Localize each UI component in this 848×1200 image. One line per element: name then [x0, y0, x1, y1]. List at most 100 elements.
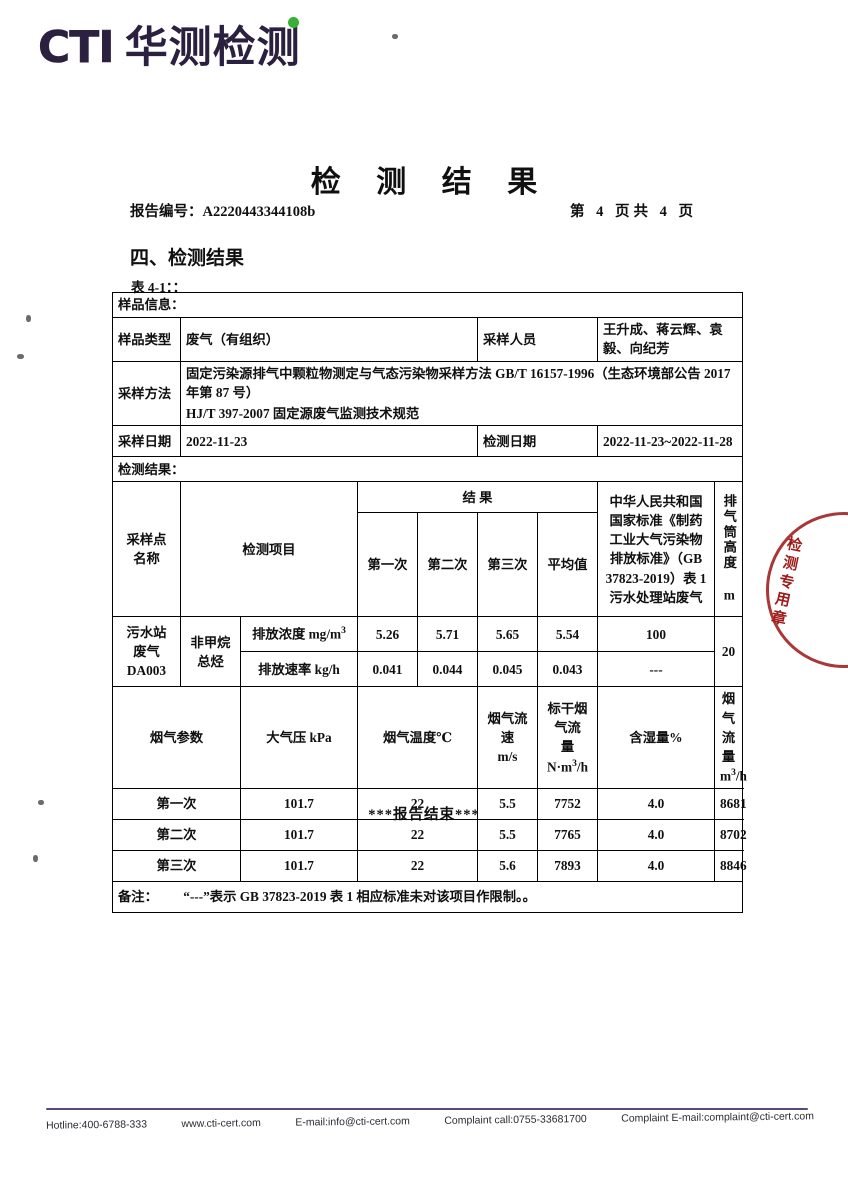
header-flow-line2: m3/h	[720, 767, 747, 784]
cell-conc-run1: 5.26	[357, 616, 418, 653]
footer-complaint-call: Complaint call:0755-33681700	[444, 1113, 587, 1127]
testing-date-value: 2022-11-23~2022-11-28	[597, 425, 743, 458]
report-number-label: 报告编号：	[130, 204, 203, 220]
cell-rate-standard: ---	[597, 651, 715, 688]
table-row: 样品信息：	[112, 292, 743, 318]
header-average: 平均值	[537, 512, 598, 618]
table-caption: 表 4-1：：	[131, 280, 187, 295]
table-row: 第三次 101.7 22 5.6 7893 4.0 8846	[112, 850, 747, 883]
table-row: 采样日期 2022-11-23 检测日期 2022-11-23~2022-11-…	[112, 425, 743, 458]
cell-rate-run1: 0.041	[357, 651, 418, 688]
footer-complaint-email[interactable]: Complaint E-mail:complaint@cti-cert.com	[621, 1110, 814, 1125]
sampling-date-value: 2022-11-23	[180, 425, 478, 458]
header-flow: 烟气流量 m3/h	[714, 686, 747, 790]
report-number-value: A2220443344108b	[202, 204, 316, 220]
sample-type-label: 样品类型	[112, 317, 181, 362]
results-band-label: 检测结果：	[112, 456, 743, 483]
table-row: 检测结果：	[112, 456, 743, 483]
scan-speck	[17, 354, 24, 359]
report-number: 报告编号：A2220443344108b	[130, 200, 315, 221]
cell-sampling-point-name: 污水站 废气 DA003	[112, 616, 181, 688]
header-pressure: 大气压 kPa	[240, 686, 358, 790]
sampling-method-label: 采样方法	[112, 360, 181, 427]
table-row: 样品类型 废气（有组织） 采样人员 王升成、蒋云辉、袁毅、向纪芳	[112, 317, 743, 362]
cell-stack-height-value: 20	[714, 616, 743, 688]
sampling-point-name-text: 污水站 废气 DA003	[126, 624, 167, 679]
flue-row-2-velocity: 5.5	[477, 819, 538, 852]
item-concentration-sup: 3	[341, 625, 346, 637]
header-temperature: 烟气温度℃	[357, 686, 478, 790]
sampling-method-line-2: HJ/T 397-2007 固定源废气监测技术规范	[186, 406, 420, 422]
logo-latin-text: CTI	[38, 22, 115, 73]
header-std-flow-line1: 标干烟气流	[547, 700, 588, 736]
table-row: 排放速率 kg/h 0.041 0.044 0.045 0.043 ---	[113, 651, 743, 688]
page-title: 检 测 结 果	[310, 166, 552, 199]
flue-row-3-std-flow: 7893	[537, 850, 598, 883]
std-flow-sup: 3	[572, 757, 577, 769]
header-velocity-line2: m/s	[497, 749, 518, 765]
header-run-1: 第一次	[357, 512, 418, 618]
header-run-2: 第二次	[417, 512, 478, 618]
logo-chinese-text: 华测检测	[124, 23, 301, 73]
flue-row-2-humidity: 4.0	[597, 819, 715, 852]
footer-divider	[46, 1108, 808, 1110]
header-std-flow-line2: 量 N·m3/h	[547, 739, 588, 775]
remarks-text: “---”表示 GB 37823-2019 表 1 相应标准未对该项目作限制。。	[183, 889, 536, 905]
flue-row-3-humidity: 4.0	[597, 850, 715, 883]
footer-website[interactable]: www.cti-cert.com	[181, 1117, 261, 1131]
cell-item-rate: 排放速率 kg/h	[240, 651, 358, 688]
header-flow-line1: 烟气流量	[721, 691, 736, 765]
cell-conc-run3: 5.65	[477, 616, 538, 653]
flue-row-2-temperature: 22	[357, 819, 478, 852]
sample-type-value: 废气（有组织）	[180, 317, 478, 362]
header-stack-height-text: 排气筒高度 m	[721, 494, 737, 605]
footer-email[interactable]: E-mail:info@cti-cert.com	[295, 1115, 410, 1129]
flue-row-1-humidity: 4.0	[597, 788, 715, 821]
header-humidity: 含湿量%	[597, 686, 715, 790]
flue-row-3-temperature: 22	[357, 850, 478, 883]
flue-row-1-temperature: 22	[357, 788, 478, 821]
cell-conc-average: 5.54	[537, 616, 598, 653]
flue-row-2-std-flow: 7765	[537, 819, 598, 852]
table-row: 采样点 名称 检测项目 结 果 中华人民共和国国家标准《制药工业大气污染物排放标…	[112, 481, 743, 618]
header-test-item: 检测项目	[180, 481, 358, 618]
scan-speck	[26, 315, 31, 322]
sampling-date-label: 采样日期	[112, 425, 181, 458]
sampling-method-line-1: 固定污染源排气中颗粒物测定与气态污染物采样方法 GB/T 16157-1996（…	[186, 365, 731, 400]
scan-speck	[33, 855, 38, 862]
header-run-3: 第三次	[477, 512, 538, 618]
logo-green-dot-icon	[287, 17, 299, 28]
cti-logo: CTI 华测检测	[38, 17, 301, 73]
header-flue-param: 烟气参数	[112, 686, 241, 790]
table-row: 第二次 101.7 22 5.5 7765 4.0 8702	[112, 819, 747, 852]
cell-conc-standard: 100	[597, 616, 715, 653]
flue-row-2-pressure: 101.7	[240, 819, 358, 852]
flow-sup: 3	[731, 767, 736, 779]
cell-rate-run3: 0.045	[477, 651, 538, 688]
sampler-value: 王升成、蒋云辉、袁毅、向纪芳	[597, 317, 743, 362]
results-table-container: 样品信息： 样品类型 废气（有组织） 采样人员 王升成、蒋云辉、袁毅、向纪芳 采…	[112, 292, 747, 914]
header-velocity: 烟气流速 m/s	[477, 686, 538, 790]
table-row: 备注： “---”表示 GB 37823-2019 表 1 相应标准未对该项目作…	[112, 881, 743, 914]
cell-conc-run2: 5.71	[417, 616, 478, 653]
table-row: 污水站 废气 DA003 非甲烷 总烃 排放浓度 mg/m3 5.26 5.71…	[112, 616, 743, 688]
pollutant-name-text: 非甲烷 总烃	[190, 634, 231, 669]
testing-date-label: 检测日期	[477, 425, 598, 458]
flue-row-2-flow: 8702	[714, 819, 747, 852]
flue-row-3-velocity: 5.6	[477, 850, 538, 883]
item-concentration-base: 排放浓度 mg/m	[252, 626, 342, 642]
section-heading: 四、检测结果	[130, 248, 245, 269]
footer-hotline: Hotline:400-6788-333	[45, 1118, 148, 1132]
sampling-method-value: 固定污染源排气中颗粒物测定与气态污染物采样方法 GB/T 16157-1996（…	[180, 360, 743, 427]
flue-row-1-pressure: 101.7	[240, 788, 358, 821]
cell-item-concentration: 排放浓度 mg/m3	[240, 616, 358, 653]
flue-row-1-flow: 8681	[714, 788, 747, 821]
remarks-label: 备注：	[118, 889, 158, 905]
header-result-group: 结 果	[357, 481, 598, 514]
table-row: 烟气参数 大气压 kPa 烟气温度℃ 烟气流速 m/s 标干烟气流 量 N·m3…	[112, 686, 747, 790]
header-velocity-line1: 烟气流速	[487, 710, 528, 746]
flue-row-2-param: 第二次	[112, 819, 241, 852]
header-stack-height: 排气筒高度 m	[714, 481, 743, 618]
sampler-label: 采样人员	[477, 317, 598, 362]
